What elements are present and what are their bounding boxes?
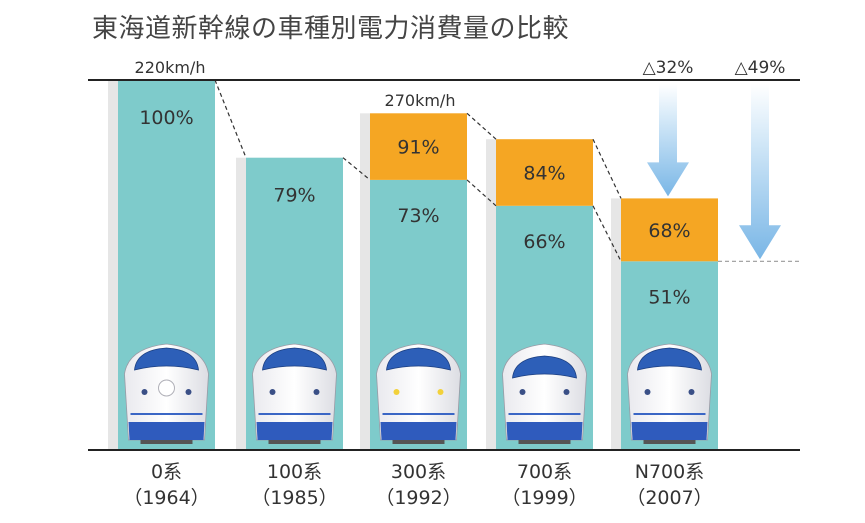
train-windshield	[262, 347, 327, 371]
category-label: 300系	[391, 461, 446, 483]
train-wheels	[643, 440, 696, 444]
category-year-label: （1964）	[123, 487, 209, 509]
reduction-label: △49%	[735, 58, 786, 78]
reduction-arrow-32	[647, 84, 689, 197]
category-year-label: （2007）	[626, 487, 712, 509]
bar-orange-4	[621, 198, 718, 262]
speed-label-270: 270km/h	[385, 91, 456, 110]
data-label-teal: 66%	[523, 231, 565, 253]
train-headlight	[313, 389, 320, 395]
train-headlight	[688, 389, 695, 395]
train-icon	[502, 343, 587, 444]
connector-line	[214, 79, 247, 158]
train-headlight	[563, 389, 570, 395]
train-skirt	[380, 422, 457, 440]
train-headlight	[141, 389, 148, 395]
train-windshield	[512, 355, 577, 379]
data-label-orange: 91%	[397, 137, 439, 159]
data-label-teal: 79%	[273, 185, 315, 207]
train-headlight	[519, 389, 526, 395]
train-wheels	[392, 440, 445, 444]
speed-label-220: 220km/h	[135, 58, 206, 77]
train-headlight	[185, 389, 192, 395]
chart-title: 東海道新幹線の車種別電力消費量の比較	[92, 14, 570, 44]
train-skirt	[256, 422, 333, 440]
connector-line	[342, 157, 371, 181]
category-label: 100系	[267, 461, 322, 483]
data-label-teal: 73%	[397, 205, 439, 227]
category-year-label: （1999）	[501, 487, 587, 509]
train-icon	[252, 343, 337, 444]
connector-line	[592, 205, 622, 262]
train-wheels	[518, 440, 571, 444]
data-label-teal: 100%	[139, 107, 193, 129]
category-year-label: （1992）	[375, 487, 461, 509]
train-headlight	[393, 389, 400, 395]
data-label-orange: 84%	[523, 163, 565, 185]
bar-orange-3	[496, 139, 593, 206]
train-wheels	[268, 440, 321, 444]
bar-shadow	[108, 80, 118, 450]
train-windshield	[386, 347, 451, 371]
train-skirt	[631, 422, 708, 440]
train-headlight	[437, 389, 444, 395]
reduction-label: △32%	[643, 58, 694, 78]
bar-shadow	[486, 139, 496, 450]
train-headlight	[269, 389, 276, 395]
train-skirt	[128, 422, 205, 440]
bar-shadow	[236, 157, 246, 450]
category-year-label: （1985）	[251, 487, 337, 509]
train-icon	[627, 343, 712, 444]
data-label-teal: 51%	[648, 286, 690, 308]
train-nose-cone	[158, 379, 175, 397]
bar-shadow	[611, 198, 621, 450]
data-label-orange: 68%	[648, 220, 690, 242]
category-label: 0系	[151, 461, 182, 483]
bar-shadow	[360, 113, 370, 451]
train-icon	[376, 343, 461, 444]
train-windshield	[134, 347, 199, 371]
train-windshield	[637, 347, 702, 371]
train-headlight	[644, 389, 651, 395]
category-label: N700系	[635, 461, 704, 483]
category-label: 700系	[517, 461, 572, 483]
train-icon	[124, 343, 209, 444]
bar-orange-2	[370, 113, 467, 180]
connector-line	[466, 112, 497, 140]
connector-line	[592, 138, 622, 199]
train-wheels	[140, 440, 193, 444]
train-skirt	[506, 422, 583, 440]
reduction-arrow-49	[739, 84, 781, 260]
